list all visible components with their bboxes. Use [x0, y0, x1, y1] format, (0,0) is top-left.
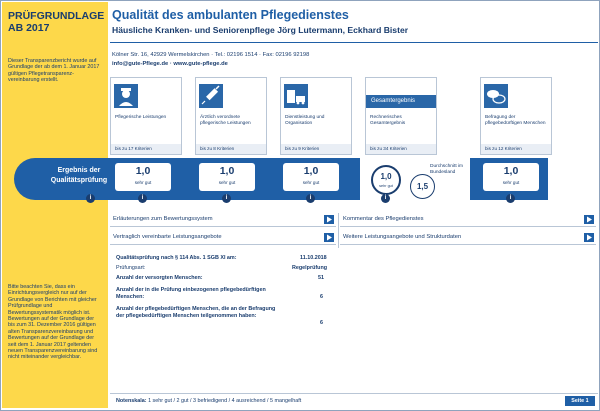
play-arrow-icon[interactable]: [584, 233, 594, 242]
footer-divider: [110, 393, 598, 394]
sidebar-title-line2: AB 2017: [8, 22, 50, 34]
grade-text: sehr gut: [502, 180, 520, 185]
sidebar: PRÜFGRUNDLAGE AB 2017 Dieser Transparenz…: [2, 2, 108, 408]
link-label: Kommentar des Pflegedienstes: [343, 216, 424, 222]
card-criteria: bis zu 8 Kriterien: [196, 144, 266, 154]
detail-pruefdatum-label: Qualitätsprüfung nach § 114 Abs. 1 SGB X…: [116, 255, 237, 261]
detail-pruefdatum-value: 11.10.2018: [300, 255, 327, 261]
nurse-icon: [114, 84, 138, 108]
sidebar-note-top: Dieser Transparenzbericht wurde auf Grun…: [8, 58, 100, 84]
grade-value: 1,0: [135, 165, 151, 177]
building-van-icon: [284, 84, 308, 108]
card-criteria: bis zu 12 Kriterien: [481, 144, 551, 154]
grade-text: sehr gut: [379, 184, 393, 188]
grade-aerztlich: 1,0 sehr gut: [199, 163, 255, 191]
info-icon[interactable]: i: [306, 194, 315, 203]
detail-pruefungsart-value: Regelprüfung: [292, 265, 328, 271]
detail-einbezogene-label: Anzahl der in die Prüfung einbezogenen p…: [116, 287, 266, 300]
gesamtergebnis-band: Gesamtergebnis: [366, 95, 436, 108]
info-icon[interactable]: i: [222, 194, 231, 203]
grade-value: 1,0: [219, 165, 235, 177]
card-label: Rechnerisches Gesamtergebnis: [370, 115, 406, 126]
play-arrow-icon[interactable]: [324, 233, 334, 242]
grade-dienstleistung: 1,0 sehr gut: [283, 163, 339, 191]
link-label: Vertraglich vereinbarte Leistungsangebot…: [113, 234, 222, 240]
grade-value: 1,0: [380, 172, 392, 181]
link-bewertungssystem[interactable]: Erläuterungen zum Bewertungssystem: [110, 212, 336, 227]
header-divider: [110, 42, 598, 43]
page-title: Qualität des ambulanten Pflegedienstes: [112, 8, 349, 22]
link-kommentar[interactable]: Kommentar des Pflegedienstes: [340, 212, 596, 227]
link-label: Erläuterungen zum Bewertungssystem: [113, 216, 213, 222]
link-label: Weitere Leistungsangebote und Strukturda…: [343, 234, 462, 240]
detail-einbezogene-value: 6: [320, 294, 323, 300]
card-dienstleistung-organisation: Dienstleistung und Organisation bis zu 9…: [280, 77, 352, 155]
grade-text: sehr gut: [302, 180, 320, 185]
card-aerztlich-verordnete: Ärztlich verordnete pflegerische Leistun…: [195, 77, 267, 155]
grade-text: sehr gut: [218, 180, 236, 185]
card-label: Pflegerische Leistungen: [115, 115, 167, 120]
grade-befragung: 1,0 sehr gut: [483, 163, 539, 191]
grade-value: 1,0: [503, 165, 519, 177]
card-criteria: bis zu 34 Kriterien: [366, 144, 436, 154]
info-icon[interactable]: i: [381, 194, 390, 203]
link-weitere[interactable]: Weitere Leistungsangebote und Strukturda…: [340, 230, 596, 245]
link-divider: [338, 213, 339, 248]
sidebar-title: PRÜFGRUNDLAGE AB 2017: [8, 10, 104, 34]
grading-scale: Notenskala: 1 sehr gut / 2 gut / 3 befri…: [116, 398, 301, 404]
link-vertraglich[interactable]: Vertraglich vereinbarte Leistungsangebot…: [110, 230, 336, 245]
detail-versorgte-value: 51: [318, 275, 324, 281]
speech-bubbles-icon: [484, 84, 508, 108]
provider-name: Häusliche Kranken- und Seniorenpflege Jö…: [112, 25, 409, 35]
detail-pruefungsart-label: Prüfungsart:: [116, 265, 146, 271]
card-label: Befragung der pflegebedürftigen Menschen: [485, 115, 546, 126]
provider-web: info@gute-Pflege.de · www.gute-pflege.de: [112, 61, 228, 67]
result-label: Ergebnis der Qualitätsprüfung: [50, 167, 108, 184]
sidebar-title-line1: PRÜFGRUNDLAGE: [8, 10, 105, 22]
grading-scale-values: 1 sehr gut / 2 gut / 3 befriedigend / 4 …: [148, 398, 302, 404]
detail-befragte-value: 6: [320, 320, 323, 326]
detail-befragte-label: Anzahl der pflegebedürftigen Menschen, d…: [116, 306, 276, 319]
card-label: Ärztlich verordnete pflegerische Leistun…: [200, 115, 251, 126]
syringe-icon: [199, 84, 223, 108]
card-criteria: bis zu 9 Kriterien: [281, 144, 351, 154]
card-befragung: Befragung der pflegebedürftigen Menschen…: [480, 77, 552, 155]
average-value: 1,5: [410, 174, 435, 199]
average-label: Durchschnitt im Bundesland: [430, 164, 464, 175]
card-gesamtergebnis: Gesamtergebnis Rechnerisches Gesamtergeb…: [365, 77, 437, 155]
card-pflegerische-leistungen: Pflegerische Leistungen bis zu 17 Kriter…: [110, 77, 182, 155]
provider-address: Kölner Str. 16, 42929 Wermelskirchen · T…: [112, 52, 310, 58]
info-icon[interactable]: i: [506, 194, 515, 203]
grade-text: sehr gut: [134, 180, 152, 185]
grading-scale-label: Notenskala:: [116, 398, 147, 404]
info-icon[interactable]: i: [86, 194, 95, 203]
play-arrow-icon[interactable]: [584, 215, 594, 224]
grade-value: 1,0: [303, 165, 319, 177]
card-label: Dienstleistung und Organisation: [285, 115, 325, 126]
sidebar-note-bottom: Bitte beachten Sie, dass ein Einrichtung…: [8, 284, 98, 361]
card-criteria: bis zu 17 Kriterien: [111, 144, 181, 154]
detail-versorgte-label: Anzahl der versorgten Menschen:: [116, 275, 203, 281]
grade-gesamt: 1,0 sehr gut: [371, 165, 401, 195]
page-number: Seite 1: [565, 396, 595, 406]
info-icon[interactable]: i: [138, 194, 147, 203]
grade-pflegerische: 1,0 sehr gut: [115, 163, 171, 191]
play-arrow-icon[interactable]: [324, 215, 334, 224]
